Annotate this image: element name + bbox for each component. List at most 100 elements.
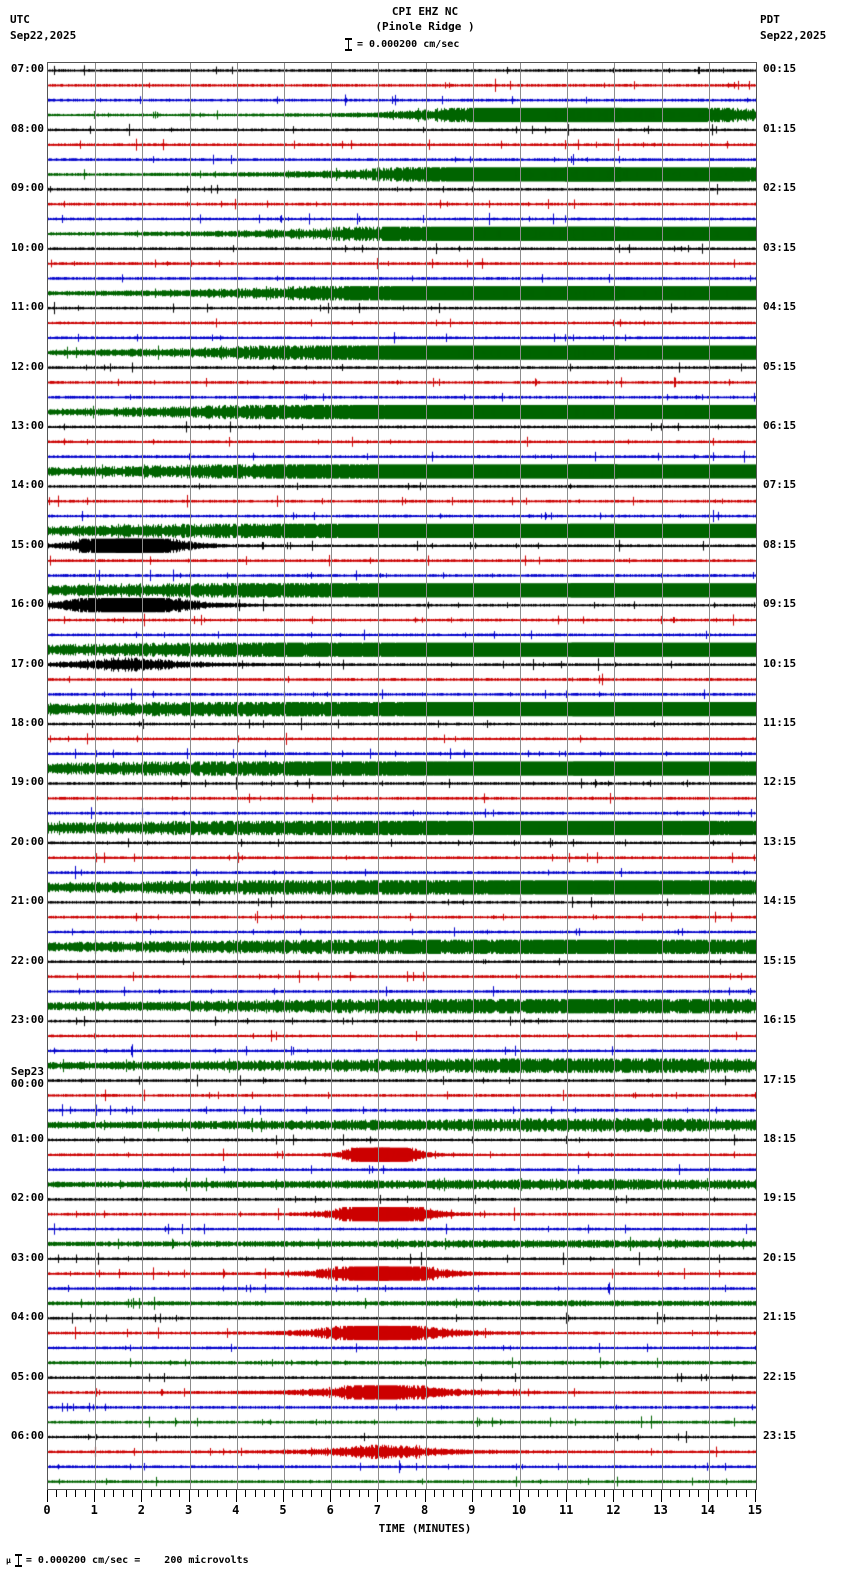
- axis-tick-minor: [736, 1490, 737, 1497]
- utc-time-label-7: 14:00: [10, 478, 44, 492]
- axis-tick-major: [94, 1490, 95, 1502]
- axis-tick-minor: [198, 1490, 199, 1497]
- axis-tick-minor: [415, 1490, 416, 1497]
- axis-tick-minor: [689, 1490, 690, 1497]
- axis-tick-minor: [491, 1490, 492, 1497]
- pdt-time-label-14: 14:15: [763, 894, 797, 908]
- axis-tick-minor: [557, 1490, 558, 1497]
- micro-symbol: μ: [6, 1556, 11, 1565]
- axis-tick-major: [330, 1490, 331, 1502]
- axis-tick-minor: [538, 1490, 539, 1497]
- utc-time-label-23: 06:00: [10, 1429, 44, 1442]
- axis-tick-label-2: 2: [137, 1503, 146, 1517]
- axis-tick-label-8: 8: [420, 1503, 429, 1517]
- axis-tick-minor: [245, 1490, 246, 1497]
- station-subtitle: (Pinole Ridge ): [375, 20, 475, 33]
- gridline-minute-8: [426, 63, 427, 1489]
- axis-tick-minor: [679, 1490, 680, 1497]
- pdt-time-label-21: 21:15: [763, 1310, 797, 1324]
- footer-scale-bar-icon: [14, 1554, 22, 1567]
- axis-tick-minor: [510, 1490, 511, 1497]
- gridline-minute-3: [190, 63, 191, 1489]
- axis-tick-minor: [85, 1490, 86, 1497]
- axis-tick-minor: [56, 1490, 57, 1497]
- axis-tick-minor: [396, 1490, 397, 1497]
- utc-time-label-6: 13:00: [10, 418, 44, 432]
- scale-bar-legend: = 0.000200 cm/sec: [345, 38, 459, 51]
- header: UTC Sep22,2025 CPI EHZ NC (Pinole Ridge …: [0, 0, 850, 58]
- axis-tick-major: [189, 1490, 190, 1502]
- axis-tick-major: [141, 1490, 142, 1502]
- pdt-time-label-7: 07:15: [763, 478, 797, 492]
- pdt-time-label-4: 04:15: [763, 300, 797, 314]
- axis-tick-minor: [151, 1490, 152, 1497]
- axis-tick-minor: [359, 1490, 360, 1497]
- pdt-time-label-8: 08:15: [763, 537, 797, 551]
- pdt-time-label-18: 18:15: [763, 1131, 797, 1145]
- axis-tick-minor: [623, 1490, 624, 1497]
- utc-time-label-3: 10:00: [10, 240, 44, 254]
- utc-date-label: Sep22,2025: [10, 29, 77, 42]
- pdt-time-label-15: 15:15: [763, 953, 797, 967]
- utc-time-label-2: 09:00: [10, 181, 44, 195]
- gridline-minute-13: [662, 63, 663, 1489]
- pdt-time-label-22: 22:15: [763, 1369, 797, 1383]
- axis-tick-minor: [462, 1490, 463, 1497]
- axis-tick-label-10: 10: [511, 1503, 527, 1517]
- scale-bar-icon: [345, 38, 352, 51]
- utc-time-label-16: 23:00: [10, 1013, 44, 1027]
- axis-tick-minor: [123, 1490, 124, 1497]
- axis-tick-minor: [387, 1490, 388, 1497]
- pdt-time-label-6: 06:15: [763, 418, 797, 432]
- axis-tick-label-14: 14: [700, 1503, 716, 1517]
- axis-tick-minor: [500, 1490, 501, 1497]
- axis-tick-minor: [670, 1490, 671, 1497]
- pdt-time-label-13: 13:15: [763, 834, 797, 848]
- gridline-minute-14: [709, 63, 710, 1489]
- gridline-minute-4: [237, 63, 238, 1489]
- axis-tick-label-13: 13: [653, 1503, 668, 1517]
- axis-tick-label-5: 5: [279, 1503, 287, 1517]
- axis-tick-major: [661, 1490, 662, 1502]
- pdt-time-label-23: 23:15: [763, 1429, 797, 1442]
- seismogram-plot[interactable]: [47, 62, 757, 1490]
- axis-tick-minor: [302, 1490, 303, 1497]
- axis-tick-minor: [434, 1490, 435, 1497]
- seismogram-traces-canvas: [48, 63, 756, 1489]
- gridline-minute-11: [567, 63, 568, 1489]
- utc-time-label-15: 22:00: [10, 953, 44, 967]
- axis-tick-label-1: 1: [90, 1503, 98, 1517]
- pdt-time-label-19: 19:15: [763, 1191, 797, 1205]
- axis-tick-label-3: 3: [184, 1503, 193, 1517]
- utc-time-label-22: 05:00: [10, 1369, 44, 1383]
- gridline-minute-10: [520, 63, 521, 1489]
- axis-tick-label-11: 11: [558, 1503, 574, 1517]
- pdt-time-label-10: 10:15: [763, 656, 797, 670]
- axis-tick-minor: [453, 1490, 454, 1497]
- utc-time-label-21: 04:00: [10, 1310, 44, 1324]
- pdt-time-label-12: 12:15: [763, 775, 797, 789]
- axis-tick-minor: [585, 1490, 586, 1497]
- axis-tick-label-7: 7: [373, 1503, 382, 1517]
- utc-header-block: UTC Sep22,2025: [10, 12, 76, 44]
- axis-tick-minor: [274, 1490, 275, 1497]
- axis-tick-label-15: 15: [747, 1503, 763, 1517]
- axis-tick-minor: [132, 1490, 133, 1497]
- gridline-minute-6: [331, 63, 332, 1489]
- axis-tick-minor: [321, 1490, 322, 1497]
- axis-tick-major: [566, 1490, 567, 1502]
- pdt-header-block: PDT Sep22,2025: [760, 12, 826, 44]
- axis-tick-major: [236, 1490, 237, 1502]
- axis-tick-minor: [66, 1490, 67, 1497]
- footer-scale-note: μ = 0.000200 cm/sec = 200 microvolts: [6, 1554, 249, 1567]
- pdt-time-label-11: 11:15: [763, 716, 797, 729]
- axis-tick-major: [472, 1490, 473, 1502]
- utc-time-label-5: 12:00: [10, 359, 44, 373]
- utc-time-label-0: 07:00: [10, 62, 44, 76]
- pdt-time-label-0: 00:15: [763, 62, 797, 76]
- axis-tick-major: [425, 1490, 426, 1502]
- gridline-minute-5: [284, 63, 285, 1489]
- axis-tick-minor: [547, 1490, 548, 1497]
- pdt-time-label-16: 16:15: [763, 1013, 797, 1027]
- axis-tick-minor: [406, 1490, 407, 1497]
